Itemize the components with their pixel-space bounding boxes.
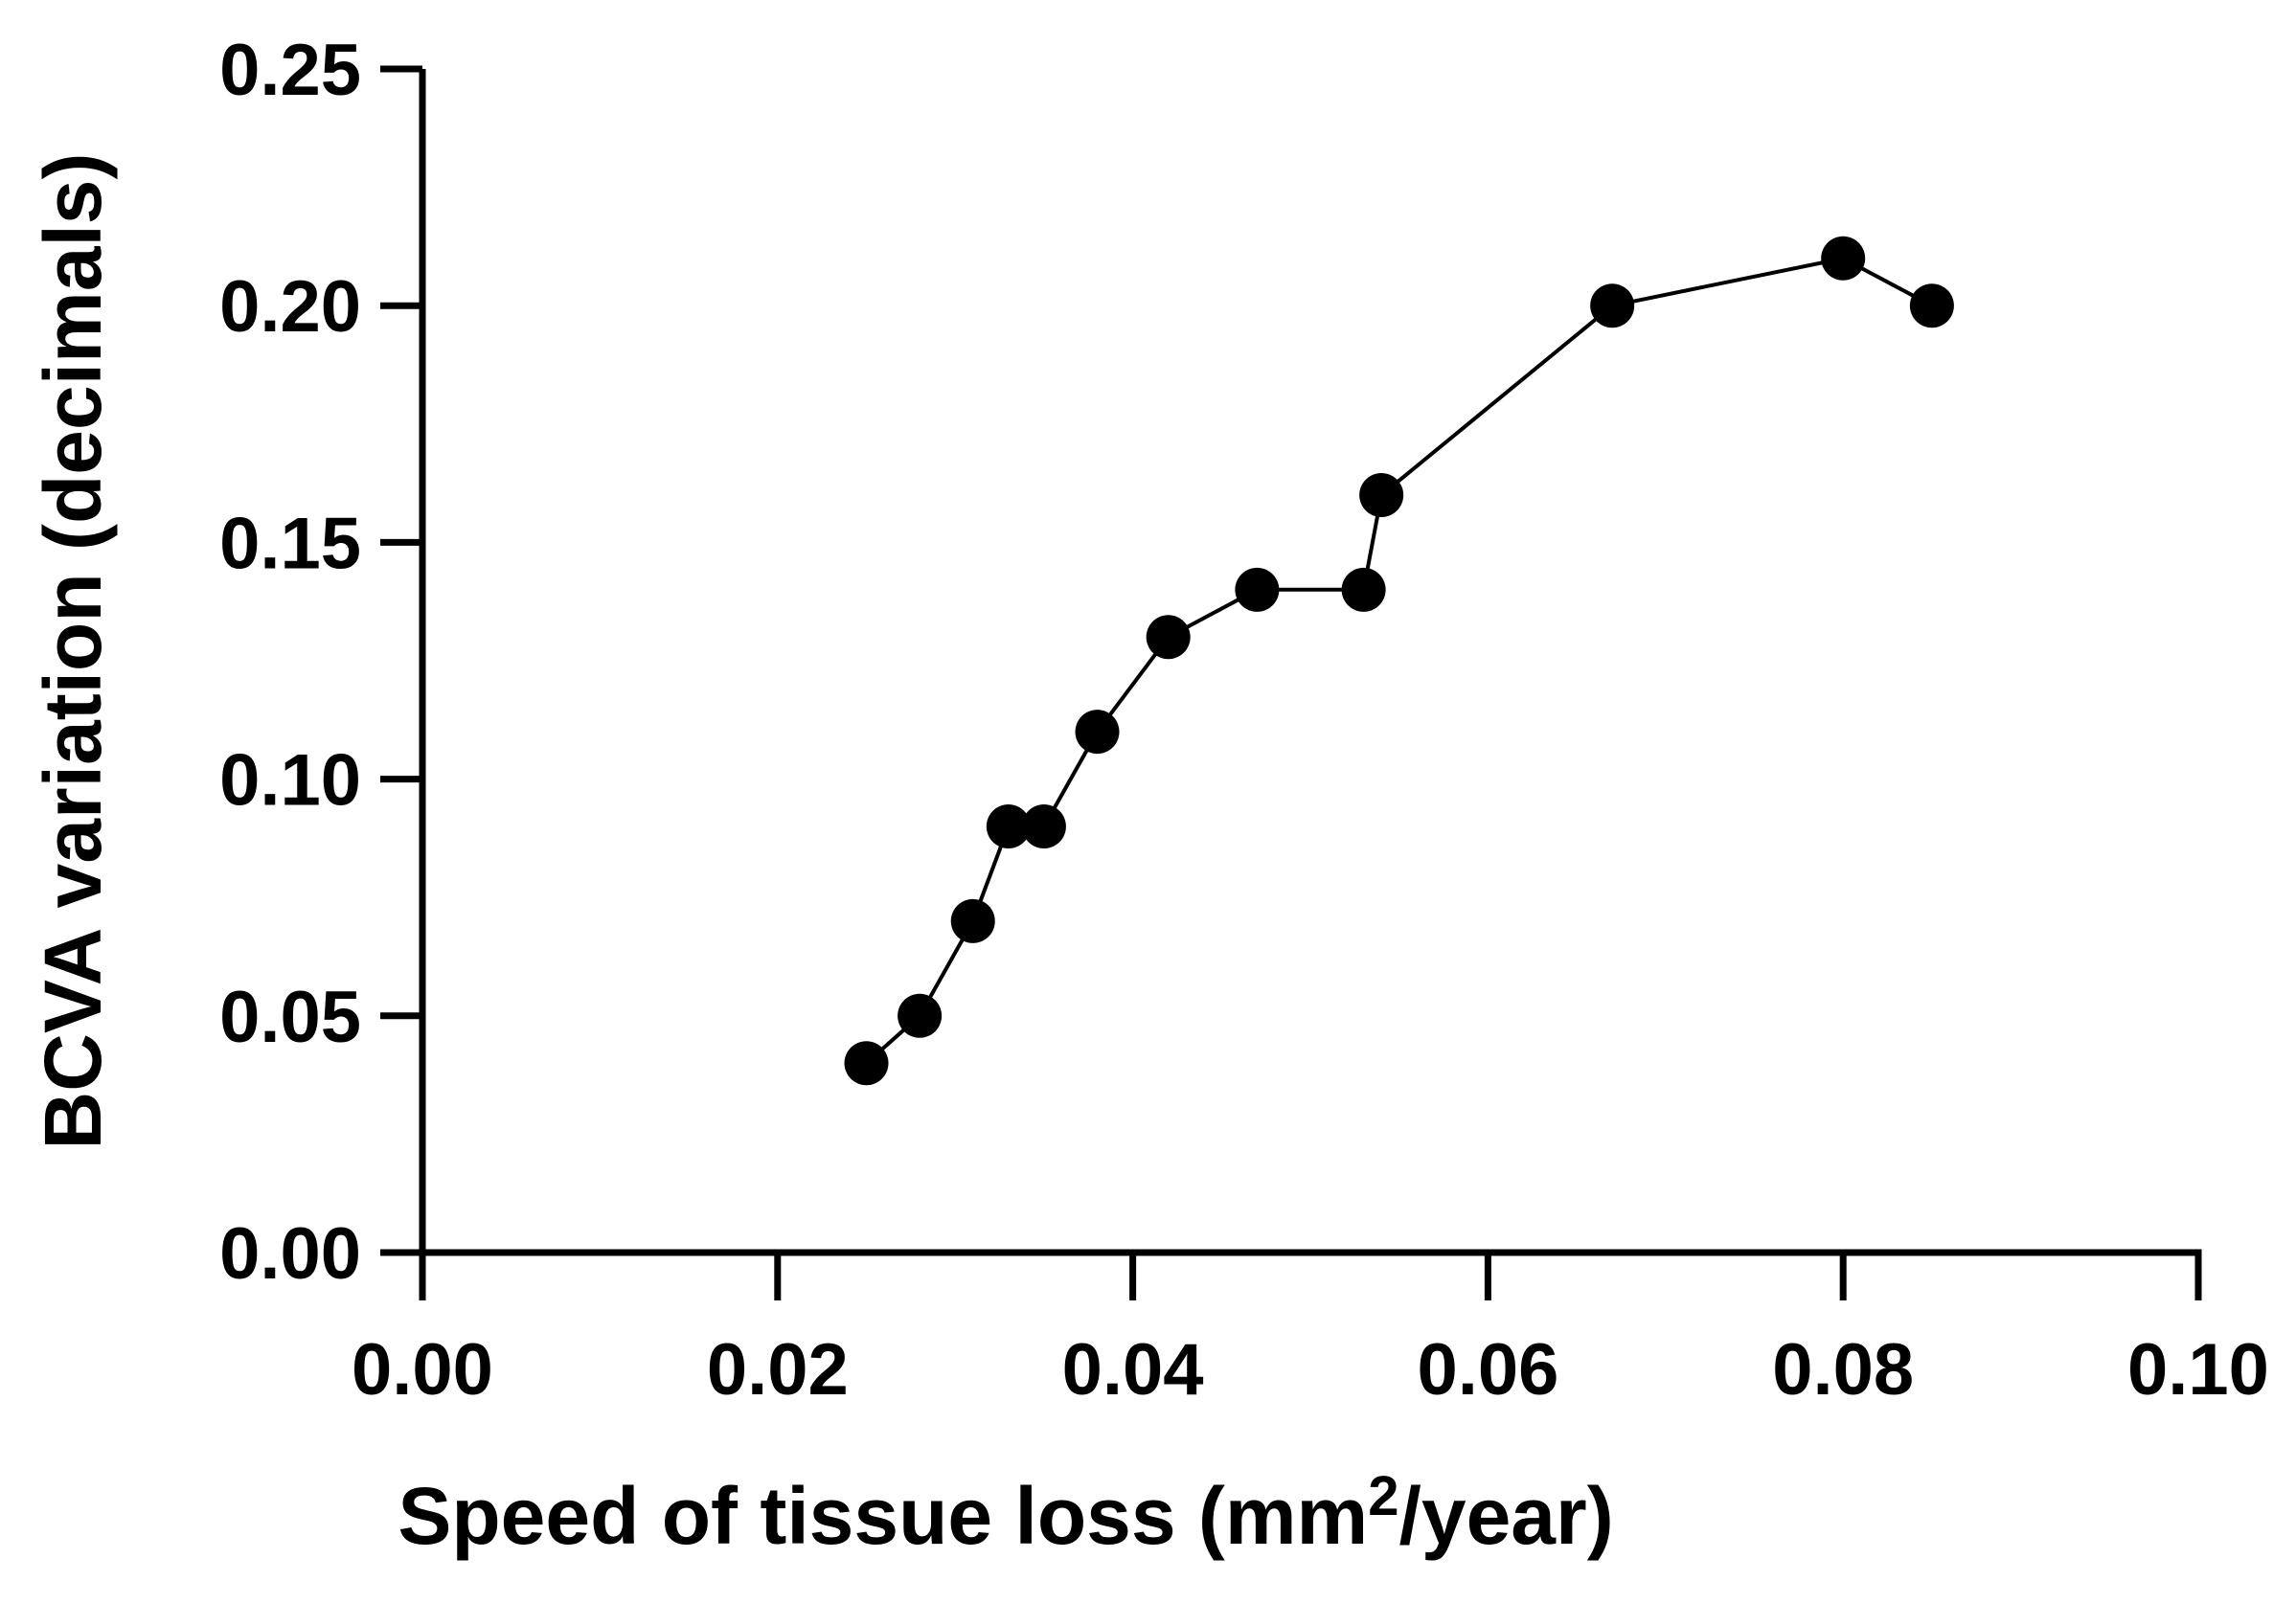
x-tick-label: 0.02 — [707, 1329, 849, 1411]
y-tick-label: 0.00 — [219, 1213, 361, 1295]
y-tick-label: 0.15 — [219, 503, 361, 584]
x-tick-label: 0.00 — [352, 1329, 493, 1411]
data-point — [898, 993, 943, 1038]
x-axis: 0.00 0.02 0.04 0.06 0.08 0.10 — [352, 1249, 2269, 1411]
x-axis-title-main: Speed of tissue loss (mm — [398, 1471, 1368, 1561]
data-point — [1590, 283, 1635, 328]
y-axis: 0.00 0.05 0.10 0.15 0.20 0.25 — [219, 30, 426, 1295]
y-tick-label: 0.10 — [219, 740, 361, 822]
y-axis-title: BCVA variation (decimals) — [28, 153, 118, 1150]
data-point — [844, 1041, 889, 1086]
data-point — [1021, 804, 1066, 849]
x-axis-title-suffix: /year) — [1399, 1471, 1614, 1561]
x-axis-title-superscript: 2 — [1368, 1465, 1398, 1527]
data-series — [844, 236, 1954, 1086]
data-point — [1235, 567, 1280, 612]
data-point — [986, 804, 1031, 849]
data-point — [1909, 283, 1954, 328]
x-tick-label: 0.08 — [1772, 1329, 1914, 1411]
x-tick-label: 0.04 — [1062, 1329, 1204, 1411]
data-point — [1341, 567, 1386, 612]
x-tick-label: 0.10 — [2127, 1329, 2269, 1411]
data-point — [1821, 236, 1866, 281]
x-tick-label: 0.06 — [1417, 1329, 1558, 1411]
y-tick-label: 0.05 — [219, 977, 361, 1058]
y-tick-label: 0.20 — [219, 266, 361, 348]
data-point — [950, 898, 995, 943]
y-tick-label: 0.25 — [219, 30, 361, 111]
x-axis-title: Speed of tissue loss (mm2/year) — [398, 1465, 1613, 1561]
series-line — [865, 256, 1933, 1065]
data-point — [1075, 710, 1120, 755]
data-point — [1359, 472, 1404, 517]
data-point — [1146, 615, 1191, 660]
